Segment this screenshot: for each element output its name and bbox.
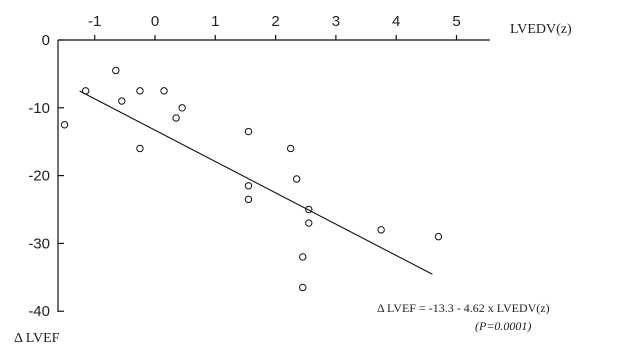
data-point [299,283,307,292]
regression-line [79,90,433,275]
x-axis-title: LVEDV(z) [510,22,572,37]
data-point [244,182,253,190]
regression-equation: Δ LVEF = -13.3 - 4.62 x LVEDV(z) [377,301,550,315]
y-tick-label: -10 [28,100,50,117]
data-point [81,87,90,95]
data-point [118,97,126,105]
x-tick-label: 2 [271,13,279,30]
y-axis-ticks: 0 -10 -20 -30 -40 [28,32,64,320]
x-tick-label: 0 [151,13,159,30]
y-axis-title: Δ LVEF [14,331,60,346]
data-point [377,226,385,234]
data-point [305,205,313,214]
data-points [60,66,443,292]
data-point [112,66,120,75]
data-point [178,104,186,112]
data-point [299,253,307,261]
data-point [286,144,295,153]
data-point [244,127,253,136]
x-axis-ticks: -1 0 1 2 3 4 5 [88,13,461,40]
x-tick-label: 4 [392,13,400,30]
y-tick-label: -20 [28,168,50,185]
y-tick-label: -30 [28,235,50,252]
data-point [172,114,180,122]
data-point [434,232,443,241]
data-point [305,219,313,227]
p-value-note: (P=0.0001) [475,319,531,333]
data-point [136,144,144,153]
data-point [293,175,301,183]
data-point [244,195,253,204]
y-tick-label: -40 [28,303,50,320]
y-tick-label: 0 [42,32,50,49]
data-point [60,121,69,129]
data-point [160,87,168,95]
x-tick-label: 3 [332,13,340,30]
data-point [136,87,144,95]
x-tick-label: 1 [211,13,219,30]
x-tick-label: -1 [88,13,101,30]
x-tick-label: 5 [452,13,460,30]
